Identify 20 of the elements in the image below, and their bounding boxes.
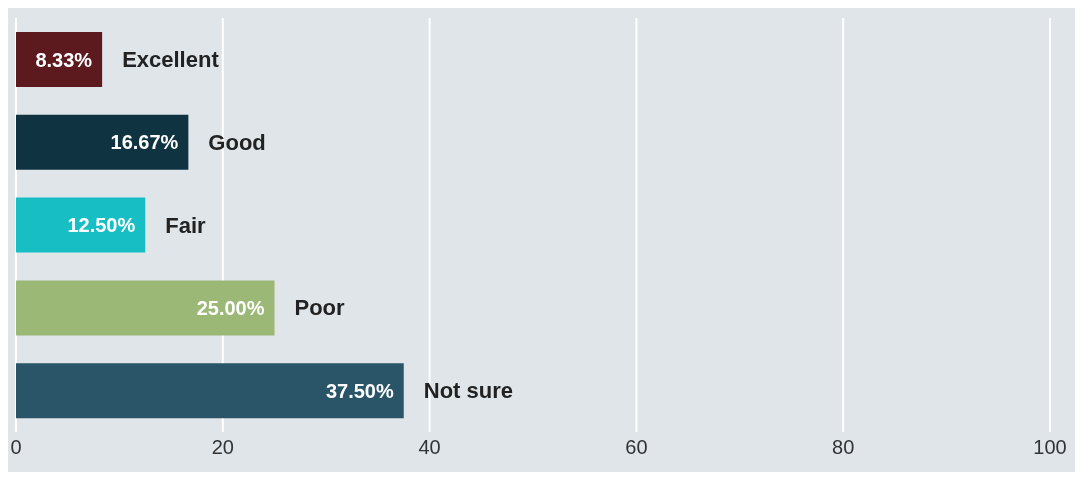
x-tick-label: 60 [625,436,648,459]
x-tick-label: 80 [832,436,855,459]
y-tick-label: Fair [165,212,207,238]
x-tick-label: 40 [418,436,441,459]
y-tick-label: Not sure [423,378,513,404]
x-tick-label: 100 [1033,436,1067,459]
x-tick-label: 20 [211,436,234,459]
data-label: 37.50% [325,379,394,402]
x-tick-label: 0 [10,436,22,459]
y-tick-label: Excellent [122,47,220,72]
y-tick-label: Good [208,129,266,155]
data-label: 25.00% [196,296,265,319]
bar [16,280,275,336]
data-label: 12.50% [67,214,136,237]
bar [16,114,189,170]
bar [16,363,404,419]
data-label: 16.67% [110,131,179,154]
y-tick-label: Poor [294,295,346,321]
data-label: 8.33% [35,48,93,71]
bar [16,197,146,253]
